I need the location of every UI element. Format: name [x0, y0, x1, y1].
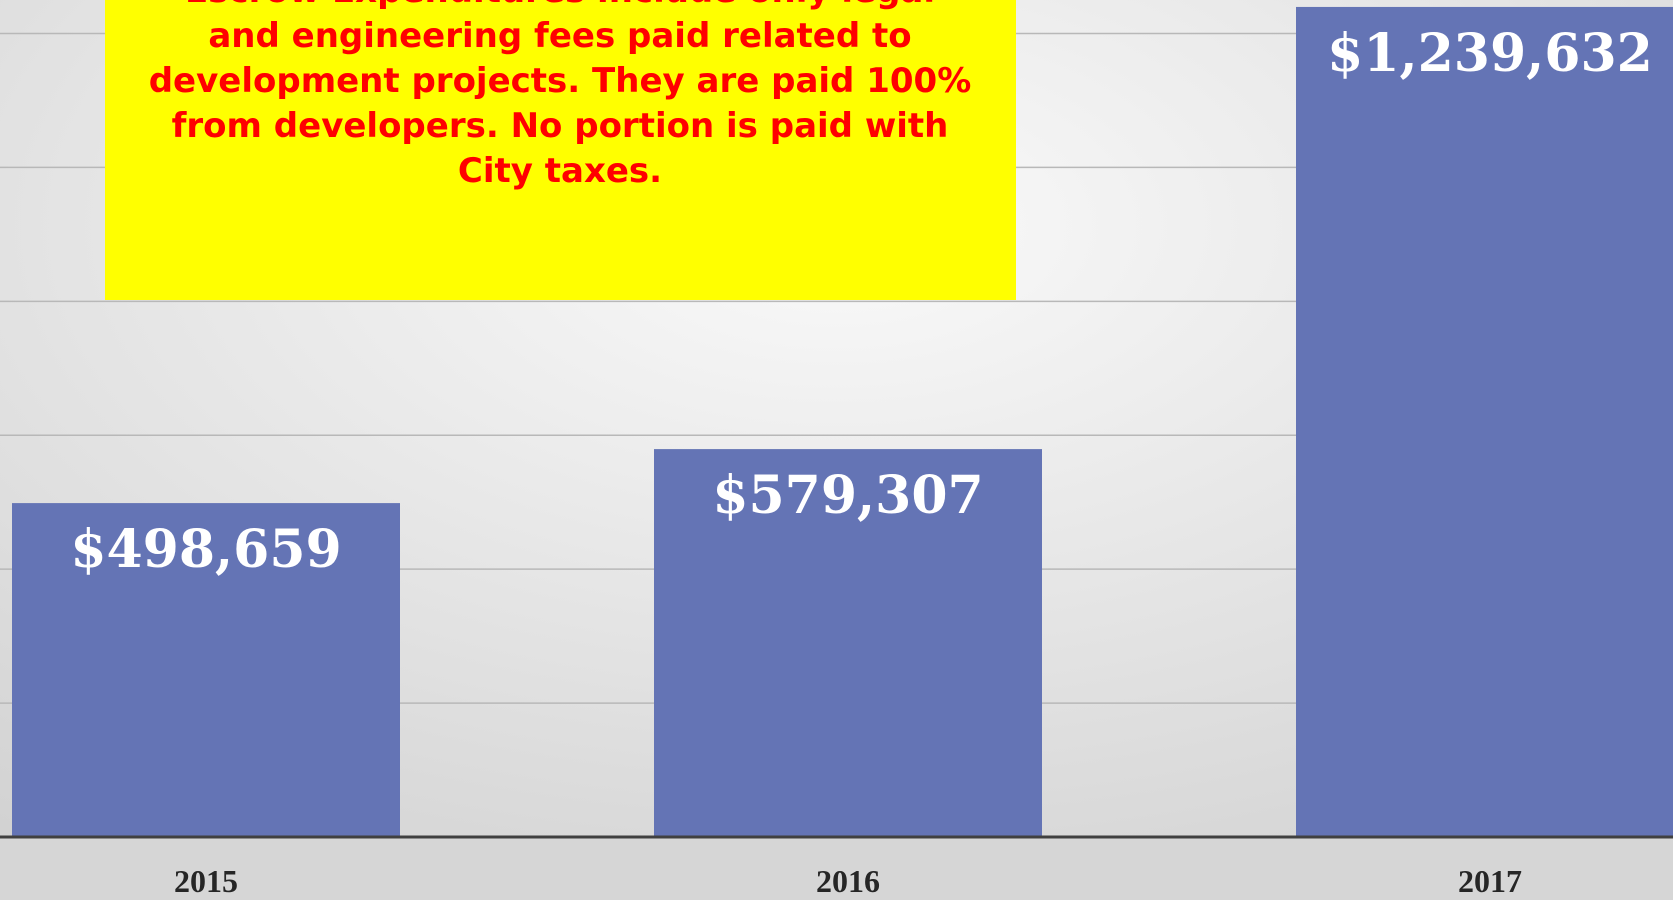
x-tick-label: 2017 — [1458, 863, 1522, 899]
bar — [12, 503, 400, 837]
annotation-line: development projects. They are paid 100% — [149, 61, 972, 101]
annotation-box — [105, 0, 1016, 300]
value-label: $579,307 — [712, 465, 983, 526]
value-label: $498,659 — [70, 519, 341, 580]
annotation-line: Escrow Expenditures include only legal — [185, 0, 935, 11]
x-tick-label: 2015 — [174, 863, 238, 899]
annotation-line: and engineering fees paid related to — [208, 16, 911, 56]
annotation-line: from developers. No portion is paid with — [172, 106, 949, 146]
x-tick-label: 2016 — [816, 863, 880, 899]
bar — [1296, 6, 1673, 838]
value-label: $1,239,632 — [1327, 23, 1653, 84]
annotation-line: City taxes. — [458, 151, 662, 191]
axis-band — [0, 837, 1673, 900]
bar — [654, 449, 1042, 837]
